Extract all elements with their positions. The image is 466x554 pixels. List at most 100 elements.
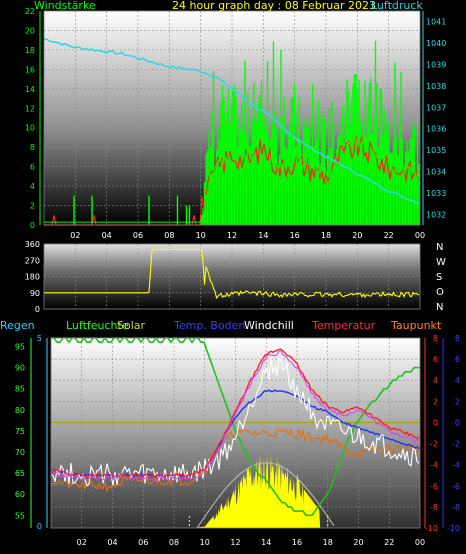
- legend-temp-boden: Temp. Boden: [174, 319, 246, 332]
- solar-area: [197, 453, 321, 528]
- humidity-tick-label: 75: [15, 427, 25, 436]
- x-tick-label-top: 22: [384, 231, 394, 240]
- temp-tick-label: -6: [430, 482, 438, 491]
- pressure-line: [43, 38, 420, 205]
- temp-plot-frame: [50, 337, 421, 529]
- x-tick-label-top: 00: [415, 231, 425, 240]
- x-tick-label-bottom: 02: [77, 538, 87, 547]
- direction-tick-label: 270: [25, 256, 40, 265]
- wind-tick-label: 20: [25, 26, 35, 35]
- legend-temperatur: Temperatur: [312, 319, 376, 332]
- x-tick-label-top: 08: [164, 231, 174, 240]
- regen-tick-label: 0: [37, 522, 42, 531]
- temperature-overlap-line: [50, 350, 420, 482]
- wind-tick-label: 14: [25, 85, 35, 94]
- temp-tick-label: -4: [430, 461, 438, 470]
- temp-boden-tick-label: -10: [447, 524, 460, 533]
- x-tick-label-bottom: 22: [384, 538, 394, 547]
- temp-tick-label: -2: [430, 440, 438, 449]
- humidity-tick-label: 90: [15, 364, 25, 373]
- x-tick-label-top: 18: [321, 231, 331, 240]
- x-tick-label-top: 04: [102, 231, 112, 240]
- x-tick-label-top: 16: [290, 231, 300, 240]
- temp-tick-label: -10: [425, 524, 438, 533]
- humidity-tick-label: 65: [15, 469, 25, 478]
- wind-direction-line: [44, 248, 420, 300]
- temp-tick-label: -8: [430, 503, 438, 512]
- x-tick-label-bottom: 00: [415, 538, 425, 547]
- wind-tick-label: 10: [25, 124, 35, 133]
- temp-boden-tick-label: 0: [455, 418, 460, 427]
- wind-tick-label: 8: [30, 143, 35, 152]
- wind-tick-label: 18: [25, 46, 35, 55]
- temp-boden-tick-label: -2: [452, 440, 460, 449]
- direction-tick-label: 0: [35, 305, 40, 314]
- x-tick-label-bottom: 16: [292, 538, 302, 547]
- pressure-tick-label: 1037: [426, 103, 446, 112]
- windchill-line: [50, 358, 420, 487]
- temp-tick-label: 8: [433, 334, 438, 343]
- pressure-tick-label: 1041: [426, 18, 446, 27]
- temp-tick-label: 2: [433, 397, 438, 406]
- x-tick-label-top: 14: [258, 231, 268, 240]
- chart-title: 24 hour graph day : 08 Februar 2023: [172, 0, 377, 12]
- temp-tick-label: 0: [433, 418, 438, 427]
- luftfeuchte-line: [51, 336, 420, 517]
- direction-compass-label: W: [436, 257, 446, 268]
- humidity-tick-label: 70: [15, 448, 25, 457]
- x-tick-label-bottom: 06: [138, 538, 148, 547]
- temp-boden-tick-label: 4: [455, 376, 460, 385]
- pressure-tick-label: 1038: [426, 82, 446, 91]
- pressure-tick-label: 1040: [426, 39, 446, 48]
- x-tick-label-bottom: 08: [169, 538, 179, 547]
- temp-boden-tick-label: 2: [455, 397, 460, 406]
- x-tick-label-bottom: 18: [323, 538, 333, 547]
- humidity-tick-label: 80: [15, 406, 25, 415]
- wind-tick-label: 22: [25, 7, 35, 16]
- temp-boden-tick-label: -6: [452, 482, 460, 491]
- pressure-tick-label: 1035: [426, 146, 446, 155]
- temp-boden-tick-label: -8: [452, 503, 460, 512]
- humidity-tick-label: 60: [15, 490, 25, 499]
- x-tick-label-top: 20: [352, 231, 362, 240]
- direction-tick-label: 90: [30, 289, 40, 298]
- x-tick-label-top: 06: [133, 231, 143, 240]
- wind-tick-label: 6: [30, 163, 35, 172]
- solar-max-curve: [196, 462, 335, 529]
- legend-taupunkt: Taupunkt: [391, 319, 442, 332]
- x-tick-label-top: 10: [196, 231, 206, 240]
- x-tick-label-bottom: 20: [353, 538, 363, 547]
- temperatur-line: [50, 348, 420, 478]
- x-tick-label-bottom: 12: [230, 538, 240, 547]
- wind-tick-label: 16: [25, 65, 35, 74]
- direction-compass-label: N: [436, 242, 443, 253]
- pressure-tick-label: 1033: [426, 189, 446, 198]
- direction-plot-frame: [43, 243, 421, 310]
- legend-regen: Regen: [0, 319, 35, 332]
- pressure-tick-label: 1034: [426, 168, 446, 177]
- legend-windchill: Windchill: [244, 319, 294, 332]
- x-tick-label-top: 12: [227, 231, 237, 240]
- legend-luftfeuchte: Luftfeuchte: [66, 319, 129, 332]
- temp-boden-tick-label: 6: [455, 355, 460, 364]
- x-tick-label-bottom: 14: [261, 538, 271, 547]
- humidity-tick-label: 55: [15, 511, 25, 520]
- temp-boden-tick-label: -4: [452, 461, 460, 470]
- temp-boden-tick-label: 8: [455, 334, 460, 343]
- wind-speed-line: [44, 124, 421, 223]
- direction-compass-label: N: [436, 302, 443, 313]
- regen-tick-label: 5: [37, 334, 42, 343]
- x-tick-label-top: 02: [70, 231, 80, 240]
- wind-tick-label: 2: [30, 202, 35, 211]
- legend-solar: Solar: [117, 319, 146, 332]
- humidity-tick-label: 95: [15, 342, 25, 351]
- pressure-tick-label: 1036: [426, 125, 446, 134]
- direction-tick-label: 180: [25, 273, 40, 282]
- humidity-tick-label: 85: [15, 385, 25, 394]
- direction-tick-label: 360: [25, 240, 40, 249]
- pressure-tick-label: 1039: [426, 61, 446, 70]
- temp-tick-label: 6: [433, 355, 438, 364]
- wind-tick-label: 0: [30, 221, 35, 230]
- x-tick-label-bottom: 10: [200, 538, 210, 547]
